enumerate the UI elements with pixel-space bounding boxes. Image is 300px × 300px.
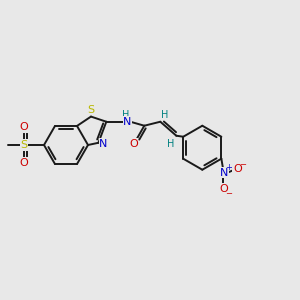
Text: N: N: [123, 117, 131, 127]
Text: H: H: [167, 139, 174, 149]
Text: −: −: [239, 160, 246, 169]
Text: H: H: [122, 110, 129, 120]
Text: H: H: [160, 110, 168, 120]
Text: S: S: [87, 105, 94, 115]
Text: O: O: [20, 122, 28, 132]
Text: O: O: [219, 184, 228, 194]
Text: S: S: [20, 140, 28, 150]
Text: N: N: [220, 168, 229, 178]
Text: −: −: [225, 189, 232, 198]
Text: O: O: [233, 164, 242, 174]
Text: +: +: [225, 163, 232, 172]
Text: O: O: [20, 158, 28, 168]
Text: O: O: [129, 139, 138, 149]
Text: N: N: [99, 139, 108, 149]
